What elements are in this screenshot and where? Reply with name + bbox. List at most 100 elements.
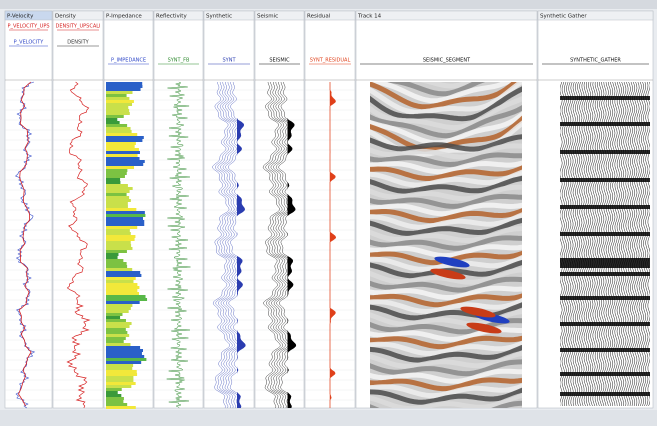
impedance-band bbox=[106, 367, 132, 370]
track: P-Impedance P_IMPEDANCE bbox=[104, 11, 153, 409]
status-bar bbox=[0, 410, 657, 426]
impedance-band bbox=[106, 256, 118, 259]
impedance-band bbox=[106, 109, 129, 112]
curve-label[interactable]: SYNT_RESIDUAL bbox=[310, 58, 351, 64]
track-title[interactable]: Track 14 bbox=[357, 13, 382, 19]
impedance-band bbox=[106, 193, 127, 196]
impedance-band bbox=[106, 235, 135, 238]
impedance-band bbox=[106, 364, 133, 367]
impedance-band bbox=[106, 259, 123, 262]
impedance-band bbox=[106, 289, 137, 292]
track: Density DENSITY_UPSCALI DENSITY bbox=[53, 11, 103, 408]
impedance-band bbox=[106, 340, 124, 343]
track-title[interactable]: P-Velocity bbox=[7, 13, 34, 19]
track-title[interactable]: Synthetic bbox=[206, 13, 232, 19]
impedance-band bbox=[106, 403, 127, 406]
gather-event bbox=[560, 296, 650, 300]
track-title[interactable]: Density bbox=[55, 13, 77, 19]
impedance-band bbox=[106, 199, 131, 202]
impedance-band bbox=[106, 148, 139, 151]
curve-label[interactable]: DENSITY_UPSCALI bbox=[55, 24, 100, 30]
impedance-band bbox=[106, 103, 132, 106]
curve-label[interactable]: P_VELOCITY_UPS bbox=[7, 24, 49, 30]
impedance-band bbox=[106, 82, 142, 85]
impedance-band bbox=[106, 163, 143, 166]
impedance-band bbox=[106, 268, 132, 271]
impedance-band bbox=[106, 262, 127, 265]
impedance-band bbox=[106, 232, 131, 235]
impedance-band bbox=[106, 205, 128, 208]
track: Synthetic Gather SYNTHETIC_GATHER bbox=[538, 11, 653, 408]
impedance-band bbox=[106, 91, 132, 94]
impedance-band bbox=[106, 214, 145, 217]
curve-label[interactable]: SYNT_FB bbox=[168, 58, 190, 64]
impedance-band bbox=[106, 376, 133, 379]
impedance-band bbox=[106, 88, 141, 91]
impedance-band bbox=[106, 313, 122, 316]
impedance-band bbox=[106, 151, 140, 154]
impedance-band bbox=[106, 97, 129, 100]
impedance-band bbox=[106, 241, 131, 244]
impedance-band bbox=[106, 304, 132, 307]
impedance-band bbox=[106, 124, 127, 127]
impedance-band bbox=[106, 217, 143, 220]
track-title[interactable]: Reflectivity bbox=[156, 13, 187, 19]
toolbar bbox=[0, 0, 657, 9]
impedance-band bbox=[106, 277, 136, 280]
track-title[interactable]: P-Impedance bbox=[106, 13, 142, 19]
impedance-band bbox=[106, 310, 129, 313]
curve-label[interactable]: P_IMPEDANCE bbox=[111, 58, 146, 64]
impedance-band bbox=[106, 316, 120, 319]
impedance-band bbox=[106, 127, 131, 130]
track-title[interactable]: Seismic bbox=[257, 13, 278, 19]
gather-event bbox=[560, 258, 650, 268]
impedance-band bbox=[106, 208, 136, 211]
impedance-band bbox=[106, 247, 132, 250]
impedance-band bbox=[106, 286, 139, 289]
impedance-band bbox=[106, 301, 140, 304]
track: Reflectivity SYNT_FB bbox=[154, 11, 203, 408]
curve-label[interactable]: SYNTHETIC_GATHER bbox=[570, 58, 621, 64]
gather-event bbox=[560, 205, 650, 209]
impedance-band bbox=[106, 388, 122, 391]
track-title[interactable]: Synthetic Gather bbox=[540, 13, 587, 19]
impedance-band bbox=[106, 358, 146, 361]
impedance-band bbox=[106, 238, 135, 241]
impedance-band bbox=[106, 391, 118, 394]
curve-label[interactable]: SEISMIC bbox=[269, 58, 290, 64]
curve-label[interactable]: SYNT bbox=[222, 58, 236, 64]
track: Track 14 SEISMIC_SEGMENT bbox=[356, 0, 537, 423]
impedance-band bbox=[106, 178, 120, 181]
impedance-band bbox=[106, 136, 144, 139]
curve-label[interactable]: P_VELOCITY bbox=[14, 40, 45, 46]
impedance-band bbox=[106, 334, 129, 337]
gather-event bbox=[560, 322, 650, 326]
impedance-band bbox=[106, 133, 137, 136]
impedance-band bbox=[106, 154, 138, 157]
impedance-band bbox=[106, 385, 131, 388]
impedance-band bbox=[106, 343, 130, 346]
impedance-band bbox=[106, 100, 134, 103]
impedance-band bbox=[106, 307, 131, 310]
impedance-band bbox=[106, 112, 130, 115]
gather-event bbox=[560, 392, 650, 396]
impedance-band bbox=[106, 145, 135, 148]
impedance-band bbox=[106, 250, 127, 253]
gather-event bbox=[560, 372, 650, 376]
well-log-window: P-Velocity P_VELOCITY_UPS P_VELOCITY Densit… bbox=[0, 0, 657, 426]
curve-label[interactable]: SEISMIC_SEGMENT bbox=[423, 58, 471, 64]
impedance-band bbox=[106, 223, 144, 226]
track-title-bar[interactable] bbox=[356, 11, 537, 20]
impedance-band bbox=[106, 397, 124, 400]
impedance-band bbox=[106, 322, 132, 325]
track-title[interactable]: Residual bbox=[307, 13, 331, 19]
impedance-band bbox=[106, 331, 127, 334]
impedance-band bbox=[106, 382, 136, 385]
impedance-band bbox=[106, 337, 126, 340]
impedance-band bbox=[106, 85, 142, 88]
curve-label[interactable]: DENSITY bbox=[67, 40, 89, 46]
impedance-band bbox=[106, 166, 134, 169]
track: Seismic SEISMIC bbox=[255, 11, 304, 408]
impedance-band bbox=[106, 94, 127, 97]
impedance-band bbox=[106, 181, 120, 184]
